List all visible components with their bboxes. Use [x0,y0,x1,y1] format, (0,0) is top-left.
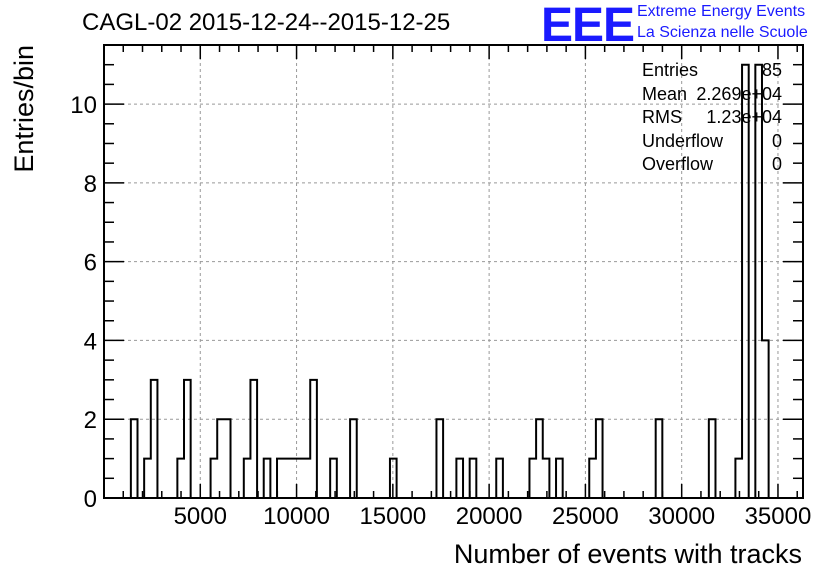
axis-ticks [104,44,803,499]
y-tick-label: 0 [84,486,97,513]
stats-label: RMS [642,107,682,127]
stats-label: Entries [642,60,699,80]
stats-row-entries: Entries 85 [642,60,782,84]
stats-value: 0 [771,130,782,151]
chart-title: CAGL-02 2015-12-24--2015-12-25 [82,9,451,36]
x-tick-label: 10000 [263,503,330,530]
histogram-step-line [129,63,770,498]
x-tick-label: 15000 [359,503,426,530]
x-tick-label: 20000 [456,503,523,530]
stats-row-rms: RMS 1.23e+04 [642,107,782,131]
stats-value: 2.269e+04 [696,83,782,104]
tick-labels: 5000 10000 15000 20000 25000 30000 35000 0 2 4 6 8 1… [70,92,811,530]
logo-line-2: La Scienza nelle Scuole [637,24,808,41]
x-tick-label: 35000 [745,503,812,530]
stats-row-underflow: Underflow 0 [642,131,782,155]
stats-value: 85 [761,60,782,80]
y-tick-label: 6 [84,250,97,277]
logo-line-1: Extreme Energy Events [637,3,806,20]
x-axis-label: Number of events with tracks [454,539,802,569]
stats-value: 1.23e+04 [706,107,782,127]
x-tick-label: 5000 [174,503,227,530]
x-tick-label: 30000 [648,503,715,530]
stats-label: Mean [642,83,688,104]
stats-row-overflow: Overflow 0 [642,154,782,178]
y-tick-label: 10 [70,92,97,119]
stats-box: Entries 85 Mean 2.269e+04 RMS 1.23e+04 U… [642,60,782,178]
y-tick-label: 8 [84,171,97,198]
x-tick-label: 25000 [552,503,619,530]
plot-frame [103,44,804,499]
stats-label: Underflow [642,130,724,151]
stats-row-mean: Mean 2.269e+04 [642,84,782,108]
grid-lines [104,45,803,498]
y-axis-label: Entries/bin [9,45,39,173]
y-tick-label: 4 [84,328,97,355]
stats-value: 0 [771,154,782,174]
stats-label: Overflow [642,154,714,174]
eee-logo-mark: EEE [541,0,635,52]
y-tick-label: 2 [84,407,97,434]
